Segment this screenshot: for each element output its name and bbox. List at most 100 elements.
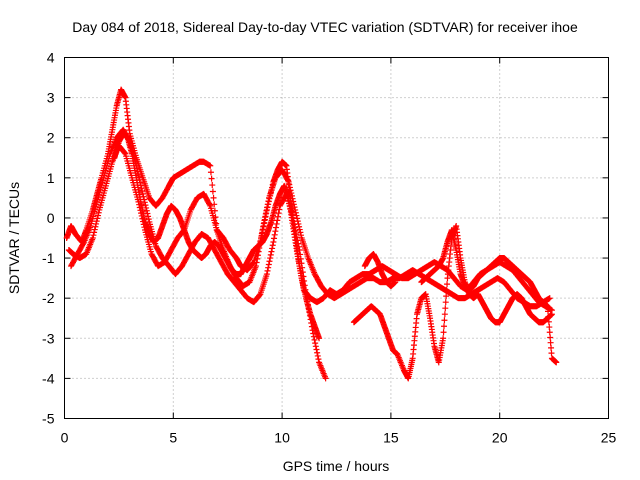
- x-tick-label: 0: [61, 430, 69, 446]
- data-point: [274, 213, 281, 220]
- grid: [64, 57, 609, 419]
- series-s4: [111, 130, 323, 342]
- data-point: [548, 311, 555, 318]
- data-point: [545, 318, 552, 325]
- data-point: [253, 259, 260, 266]
- data-point: [547, 339, 554, 346]
- data-point: [263, 207, 270, 214]
- data-point: [258, 230, 265, 237]
- data-point: [267, 251, 274, 258]
- data-point: [95, 209, 102, 216]
- x-tick-label: 5: [169, 430, 177, 446]
- data-point: [91, 226, 98, 233]
- data-point: [311, 336, 318, 343]
- y-tick-label: -5: [42, 411, 55, 427]
- data-point: [260, 223, 267, 230]
- data-points: [63, 86, 560, 382]
- axis-ticks: 0 5 10 15 20 25 -5 -4 -3 -2 -1 0 1 2 3 4: [42, 50, 616, 446]
- data-point: [262, 210, 269, 217]
- data-point: [95, 212, 102, 219]
- data-point: [138, 185, 145, 192]
- data-point: [284, 177, 291, 184]
- y-tick-label: -1: [42, 250, 55, 266]
- data-point: [260, 220, 267, 227]
- data-point: [546, 324, 553, 331]
- data-point: [142, 202, 149, 209]
- data-point: [322, 375, 329, 382]
- data-point: [264, 204, 271, 211]
- data-point: [441, 311, 448, 318]
- data-point: [312, 343, 319, 350]
- data-point: [273, 224, 280, 231]
- data-point: [207, 162, 214, 169]
- y-tick-label: 3: [47, 90, 55, 106]
- data-point: [209, 188, 216, 195]
- data-point: [545, 308, 552, 315]
- data-point: [139, 190, 146, 197]
- data-point: [547, 334, 554, 341]
- data-point: [548, 344, 555, 351]
- data-point: [145, 216, 152, 223]
- data-point: [255, 248, 262, 255]
- data-point: [261, 217, 268, 224]
- data-point: [256, 291, 263, 298]
- data-point: [314, 349, 321, 356]
- data-point: [286, 181, 293, 188]
- data-point: [265, 198, 272, 205]
- data-point: [273, 220, 280, 227]
- series-s5: [350, 222, 555, 382]
- data-point: [80, 240, 87, 247]
- data-point: [139, 188, 146, 195]
- data-point: [291, 204, 298, 211]
- data-point: [135, 174, 142, 181]
- data-point: [544, 303, 551, 310]
- y-tick-label: -3: [42, 330, 55, 346]
- data-point: [392, 279, 399, 286]
- data-point: [90, 232, 97, 239]
- data-point: [440, 335, 447, 342]
- plot-frame: [64, 57, 609, 419]
- series-s6: [361, 226, 560, 366]
- x-axis-label: GPS time / hours: [283, 458, 390, 474]
- data-point: [292, 206, 299, 213]
- y-tick-label: 1: [47, 170, 55, 186]
- data-point: [269, 242, 276, 249]
- data-point: [92, 223, 99, 230]
- data-point: [443, 293, 450, 300]
- data-point: [266, 258, 273, 265]
- data-point: [143, 207, 150, 214]
- data-point: [210, 194, 217, 201]
- data-point: [274, 217, 281, 224]
- data-point: [286, 184, 293, 191]
- y-tick-label: 0: [47, 210, 55, 226]
- data-point: [271, 235, 278, 242]
- data-point: [262, 214, 269, 221]
- data-point: [314, 352, 321, 359]
- data-point: [442, 299, 449, 306]
- data-point: [296, 247, 303, 254]
- data-point: [444, 281, 451, 288]
- data-point: [209, 182, 216, 189]
- y-tick-label: -4: [42, 370, 55, 386]
- data-point: [264, 267, 271, 274]
- data-point: [271, 231, 278, 238]
- x-tick-label: 10: [274, 430, 290, 446]
- data-point: [121, 149, 128, 156]
- data-point: [263, 271, 270, 278]
- data-point: [207, 169, 214, 176]
- data-point: [206, 201, 213, 208]
- data-point: [312, 340, 319, 347]
- data-point: [440, 329, 447, 336]
- data-point: [267, 255, 274, 262]
- data-point: [265, 264, 272, 271]
- y-axis-label: SDTVAR / TECUs: [6, 182, 22, 294]
- chart-title: Day 084 of 2018, Sidereal Day-to-day VTE…: [72, 19, 578, 35]
- y-tick-label: 4: [47, 50, 55, 66]
- x-tick-label: 20: [492, 430, 508, 446]
- data-point: [443, 287, 450, 294]
- data-point: [285, 178, 292, 185]
- data-point: [553, 359, 560, 366]
- data-point: [254, 255, 261, 262]
- data-point: [546, 329, 553, 336]
